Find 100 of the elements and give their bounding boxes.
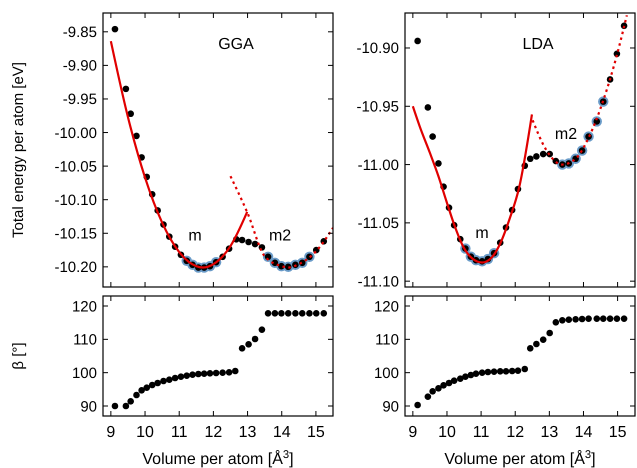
point [472,370,480,377]
point [127,110,134,118]
point [226,369,232,376]
annotation: m2 [554,126,578,144]
point [484,368,492,376]
point [456,375,464,382]
point [424,393,432,400]
point [496,368,504,375]
x-tick-label: 11 [170,424,188,441]
y-tick-label: -10.90 [356,40,399,58]
point [298,310,306,317]
x-tick-label: 15 [307,424,325,441]
point [306,310,313,317]
point [572,316,579,323]
y-tick-label: -10.00 [54,124,97,142]
point [219,369,226,376]
y-tick-label: -10.10 [54,192,97,209]
point [200,370,208,377]
point [206,370,214,377]
point [462,373,469,380]
y-tick-label: -9.95 [62,91,97,108]
point [414,402,421,408]
point [446,380,452,386]
point [552,319,560,326]
point [278,310,285,317]
point [606,315,614,322]
point [559,317,566,324]
point [189,371,196,378]
point [245,238,252,246]
text: GGA [218,36,254,53]
y-tick-label: -11.00 [358,156,399,174]
point [148,382,156,388]
point [138,387,145,394]
point [566,316,572,323]
point [502,368,510,375]
point [526,345,534,352]
point [238,345,246,352]
point [540,336,547,343]
point [264,310,272,317]
y-tick-label: 110 [375,332,399,349]
point [440,382,447,389]
point [112,402,118,410]
y-tick-label: 100 [72,364,97,382]
point [521,366,528,372]
point [450,377,458,384]
point [166,376,173,383]
point [578,316,586,322]
x-tick-label: 14 [574,424,592,441]
y-tick-label: -10.15 [54,226,97,243]
point [540,150,547,158]
x-tick-label: 10 [136,424,154,441]
point [183,372,190,379]
point [252,336,258,342]
point [143,384,150,391]
x-axis-title: Volume per atom [Å$^{3}$] [444,449,596,468]
x-axis-title: Volume per atom [Å$^{3}$] [142,449,294,468]
point [533,153,540,160]
y-tick-label: 120 [72,298,97,316]
point [320,310,328,317]
y-tick-label: 120 [374,298,399,316]
point [112,26,118,32]
x-tick-label: 12 [204,424,222,441]
y-tick-label: -9.90 [62,58,97,75]
point [212,370,220,376]
point [414,38,421,44]
point [252,240,258,248]
point [429,388,436,395]
point [526,155,534,162]
point [195,370,202,378]
point [435,385,442,392]
y-axis-title: β [°] [10,342,27,370]
y-tick-label: -11.05 [358,215,399,232]
point [429,133,436,140]
y-tick-label: 100 [374,364,399,382]
x-tick-label: 15 [608,424,627,441]
y-tick-label: -10.95 [356,98,399,116]
point [238,236,246,244]
annotation: m [475,224,489,242]
y-tick-label: 90 [382,398,399,416]
point [514,367,522,374]
point [272,310,278,317]
x-tick-label: 14 [272,424,291,441]
x-tick-label: 9 [106,424,116,441]
point [490,368,498,375]
point [154,380,161,386]
point [546,330,553,336]
x-tick-label: 11 [472,424,490,441]
x-tick-label: 13 [238,424,257,441]
point [284,310,292,317]
x-tick-label: 13 [540,424,558,441]
point [600,315,607,322]
point [312,310,320,317]
point [245,341,252,348]
point [508,368,516,374]
y-tick-label: -10.20 [54,259,97,276]
point [593,315,600,322]
point [127,398,134,405]
annotation: m2 [268,228,292,245]
point [122,402,130,410]
point [614,315,620,322]
